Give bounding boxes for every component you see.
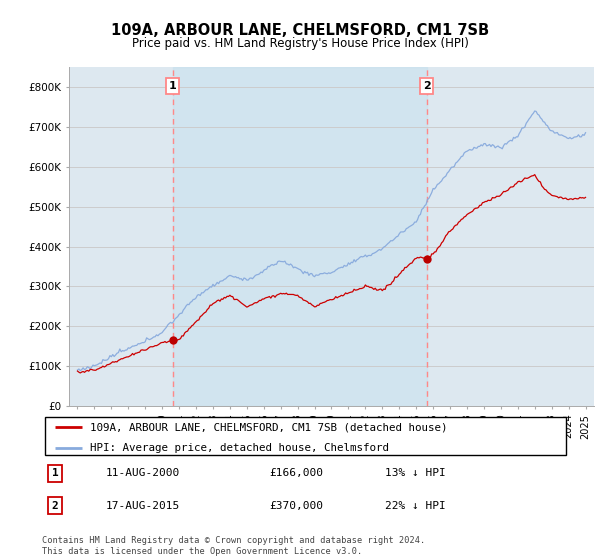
- Text: 11-AUG-2000: 11-AUG-2000: [106, 468, 179, 478]
- Text: £370,000: £370,000: [269, 501, 323, 511]
- Text: Contains HM Land Registry data © Crown copyright and database right 2024.
This d: Contains HM Land Registry data © Crown c…: [42, 536, 425, 556]
- Text: 109A, ARBOUR LANE, CHELMSFORD, CM1 7SB (detached house): 109A, ARBOUR LANE, CHELMSFORD, CM1 7SB (…: [89, 422, 447, 432]
- Text: HPI: Average price, detached house, Chelmsford: HPI: Average price, detached house, Chel…: [89, 442, 389, 452]
- Text: 17-AUG-2015: 17-AUG-2015: [106, 501, 179, 511]
- FancyBboxPatch shape: [44, 417, 566, 455]
- Text: 2: 2: [423, 81, 431, 91]
- Text: 22% ↓ HPI: 22% ↓ HPI: [385, 501, 446, 511]
- Text: 13% ↓ HPI: 13% ↓ HPI: [385, 468, 446, 478]
- Text: £166,000: £166,000: [269, 468, 323, 478]
- Text: 1: 1: [52, 468, 59, 478]
- Text: 1: 1: [169, 81, 176, 91]
- Text: 2: 2: [52, 501, 59, 511]
- Text: Price paid vs. HM Land Registry's House Price Index (HPI): Price paid vs. HM Land Registry's House …: [131, 37, 469, 50]
- Text: 109A, ARBOUR LANE, CHELMSFORD, CM1 7SB: 109A, ARBOUR LANE, CHELMSFORD, CM1 7SB: [111, 24, 489, 38]
- Bar: [173, 67, 427, 406]
